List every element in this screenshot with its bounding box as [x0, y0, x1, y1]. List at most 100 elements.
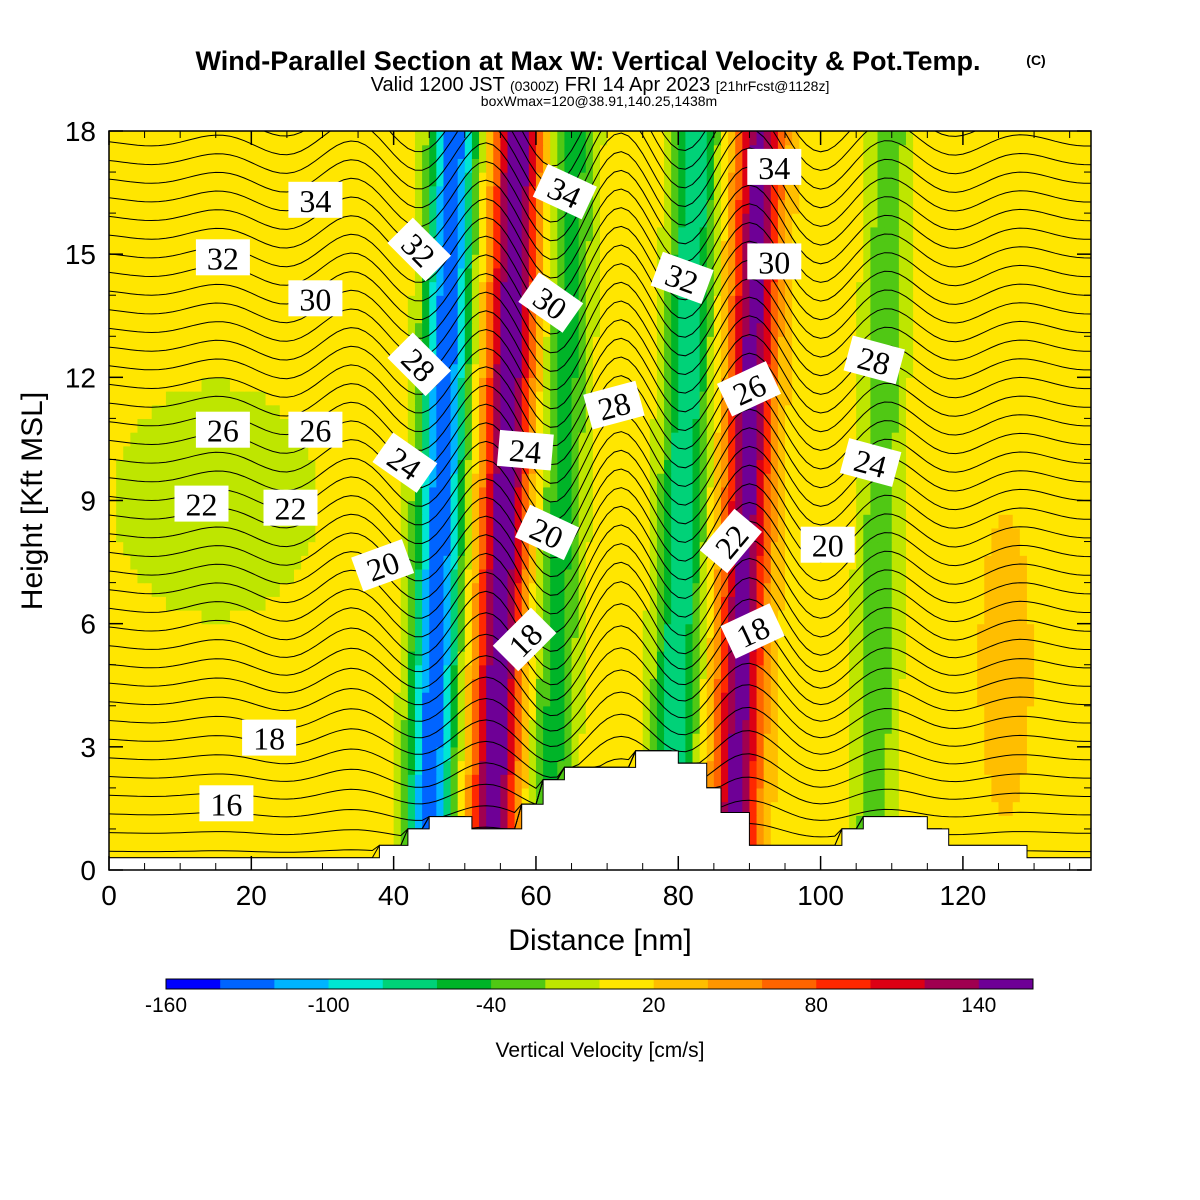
heatmap-cell — [329, 609, 338, 625]
heatmap-cell — [507, 541, 516, 556]
heatmap-cell — [1012, 404, 1021, 419]
heatmap-cell — [208, 541, 217, 556]
heatmap-cell — [457, 486, 466, 502]
heatmap-cell — [130, 760, 139, 775]
heatmap-cell — [1019, 377, 1028, 392]
heatmap-cell — [265, 828, 274, 844]
heatmap-cell — [358, 719, 366, 734]
heatmap-cell — [137, 609, 146, 625]
heatmap-cell — [279, 623, 288, 638]
heatmap-cell — [977, 815, 985, 830]
heatmap-cell — [763, 568, 772, 584]
heatmap-cell — [180, 801, 188, 816]
heatmap-cell — [393, 787, 402, 803]
heatmap-cell — [955, 432, 964, 447]
heatmap-cell — [464, 746, 473, 762]
heatmap-cell — [671, 664, 679, 680]
heatmap-cell — [1055, 404, 1064, 419]
heatmap-cell — [600, 514, 608, 529]
heatmap-cell — [258, 514, 267, 529]
heatmap-cell — [407, 787, 416, 803]
heatmap-cell — [891, 391, 900, 406]
heatmap-cell — [414, 678, 423, 693]
heatmap-cell — [1055, 692, 1064, 707]
heatmap-cell — [877, 774, 886, 789]
heatmap-cell — [116, 705, 124, 721]
heatmap-cell — [535, 418, 544, 433]
heatmap-cell — [258, 500, 267, 515]
heatmap-cell — [500, 623, 509, 638]
heatmap-cell — [578, 692, 587, 707]
heatmap-cell — [984, 692, 992, 707]
heatmap-cell — [315, 678, 324, 693]
heatmap-cell — [315, 459, 324, 474]
heatmap-cell — [898, 486, 907, 502]
heatmap-cell — [400, 609, 409, 625]
heatmap-cell — [984, 678, 992, 693]
heatmap-cell — [678, 445, 686, 461]
heatmap-cell — [237, 555, 245, 570]
heatmap-cell — [272, 527, 281, 543]
heatmap-cell — [187, 473, 195, 488]
heatmap-cell — [863, 514, 872, 529]
heatmap-cell — [600, 746, 608, 762]
heatmap-cell — [123, 692, 131, 707]
heatmap-cell — [329, 774, 338, 789]
heatmap-cell — [486, 445, 494, 461]
heatmap-cell — [215, 459, 224, 474]
heatmap-cell — [856, 623, 864, 638]
heatmap-cell — [514, 568, 523, 584]
heatmap-cell — [315, 637, 324, 652]
heatmap-cell — [258, 418, 267, 433]
heatmap-cell — [898, 801, 907, 816]
heatmap-cell — [464, 651, 473, 666]
heatmap-cell — [215, 377, 224, 392]
heatmap-cell — [165, 404, 174, 419]
heatmap-cell — [265, 774, 274, 789]
heatmap-cell — [571, 705, 580, 721]
heatmap-cell — [1005, 637, 1014, 652]
heatmap-cell — [315, 815, 324, 830]
heatmap-cell — [934, 568, 943, 584]
heatmap-cell — [777, 445, 786, 461]
heatmap-cell — [649, 514, 658, 529]
heatmap-cell — [984, 623, 992, 638]
heatmap-cell — [130, 651, 139, 666]
heatmap-cell — [656, 692, 665, 707]
heatmap-cell — [443, 678, 452, 693]
heatmap-cell — [343, 733, 352, 748]
heatmap-cell — [443, 527, 452, 543]
heatmap-cell — [222, 623, 231, 638]
heatmap-cell — [180, 541, 188, 556]
heatmap-cell — [165, 842, 174, 857]
heatmap-cell — [1069, 828, 1078, 844]
heatmap-cell — [770, 733, 779, 748]
heatmap-cell — [806, 500, 815, 515]
heatmap-cell — [799, 651, 807, 666]
heatmap-cell — [984, 377, 992, 392]
heatmap-cell — [1019, 527, 1028, 543]
heatmap-cell — [820, 623, 829, 638]
heatmap-cell — [671, 418, 679, 433]
heatmap-cell — [180, 678, 188, 693]
heatmap-cell — [763, 719, 772, 734]
heatmap-cell — [656, 527, 665, 543]
heatmap-cell — [792, 774, 800, 789]
heatmap-cell — [1019, 541, 1028, 556]
heatmap-cell — [720, 582, 729, 597]
heatmap-cell — [863, 596, 872, 611]
heatmap-cell — [600, 541, 608, 556]
heatmap-cell — [158, 815, 167, 830]
heatmap-cell — [400, 500, 409, 515]
heatmap-cell — [308, 391, 316, 406]
heatmap-cell — [336, 760, 345, 775]
heatmap-cell — [422, 541, 430, 556]
heatmap-cell — [984, 418, 992, 433]
heatmap-cell — [535, 746, 544, 762]
heatmap-cell — [849, 500, 857, 515]
heatmap-cell — [308, 445, 316, 461]
heatmap-cell — [962, 527, 971, 543]
heatmap-cell — [991, 555, 1000, 570]
heatmap-cell — [571, 391, 580, 406]
heatmap-cell — [222, 828, 231, 844]
